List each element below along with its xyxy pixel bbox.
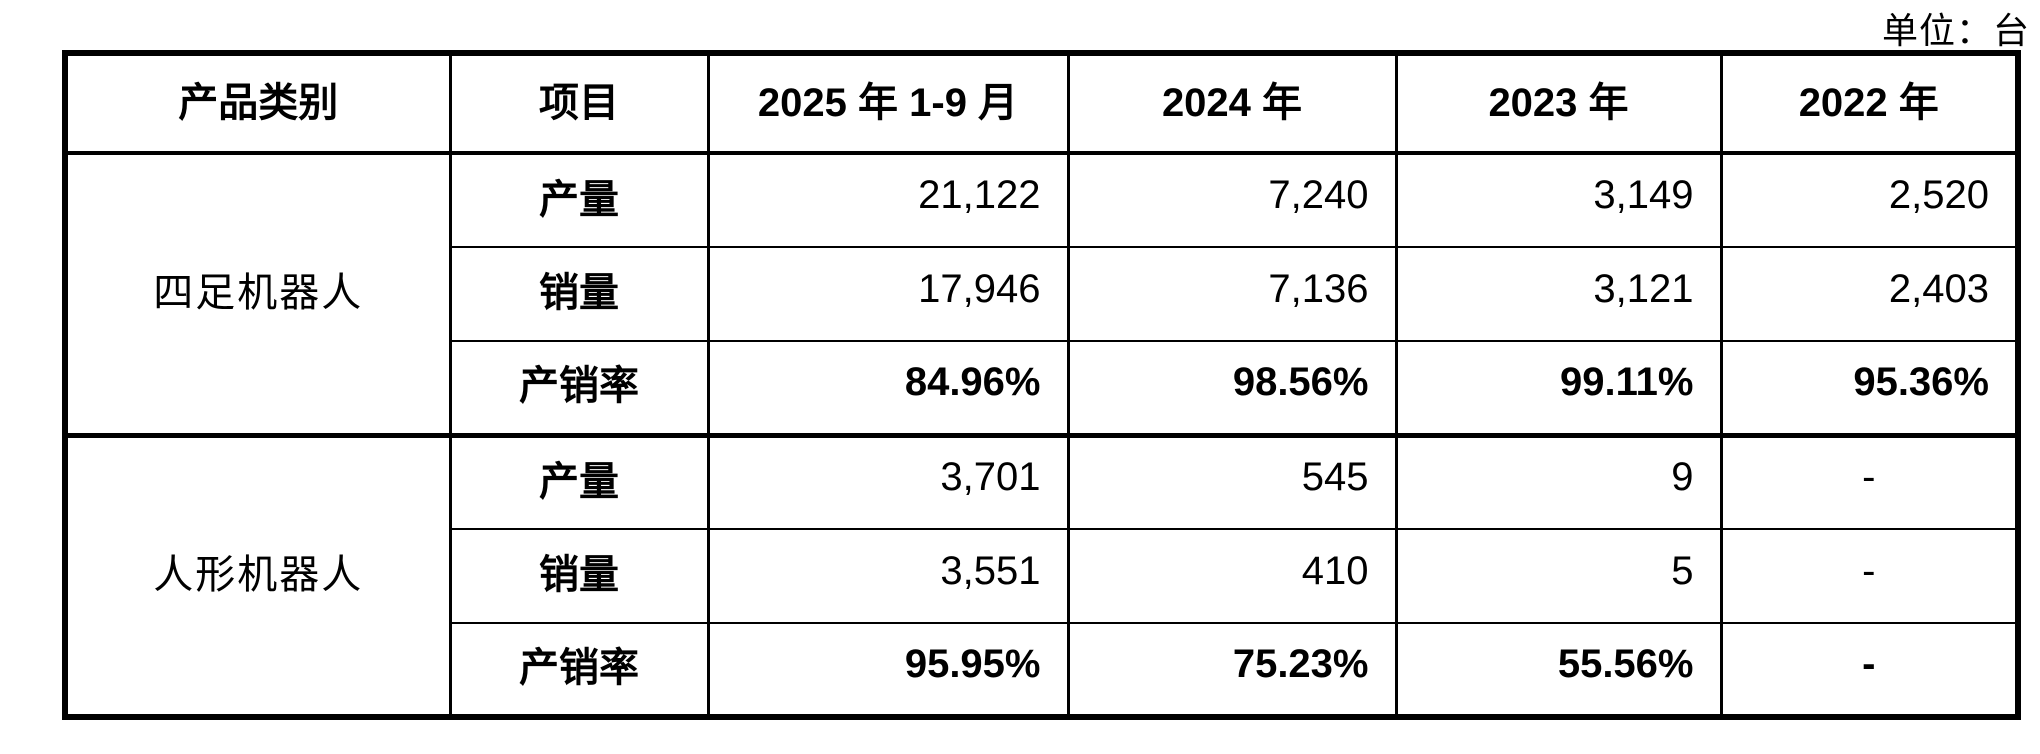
value-cell: 99.11% xyxy=(1394,340,1723,436)
value-cell: 3,149 xyxy=(1394,152,1723,248)
category-cell-humanoid: 人形机器人 xyxy=(63,432,452,718)
category-cell-quadruped: 四足机器人 xyxy=(63,152,452,436)
value-cell: 95.36% xyxy=(1719,340,2020,436)
value-cell: - xyxy=(1719,432,2020,530)
value-cell: 98.56% xyxy=(1066,340,1398,436)
header-row: 产品类别 项目 2025 年 1-9 月 2024 年 2023 年 2022 … xyxy=(63,52,2020,155)
value-cell: - xyxy=(1719,528,2020,624)
value-cell: 84.96% xyxy=(706,340,1070,436)
value-cell: 9 xyxy=(1394,432,1723,530)
header-2024: 2024 年 xyxy=(1066,52,1398,155)
value-cell: 3,121 xyxy=(1394,246,1723,342)
table-row: 销量 3,551 410 5 - xyxy=(65,528,2020,624)
value-cell: 5 xyxy=(1394,528,1723,624)
value-cell: 55.56% xyxy=(1394,622,1723,718)
value-cell: 21,122 xyxy=(706,152,1070,248)
table-row: 产销率 95.95% 75.23% 55.56% - xyxy=(65,622,2020,718)
item-cell: 产量 xyxy=(448,432,710,530)
header-2025: 2025 年 1-9 月 xyxy=(706,52,1070,155)
item-cell: 产销率 xyxy=(448,340,710,436)
table-row: 产销率 84.96% 98.56% 99.11% 95.36% xyxy=(65,340,2020,436)
item-cell: 销量 xyxy=(448,246,710,342)
unit-label: 单位：台 xyxy=(1881,11,2030,51)
value-cell: 7,136 xyxy=(1066,246,1398,342)
header-2023: 2023 年 xyxy=(1394,52,1723,155)
item-cell: 产量 xyxy=(448,152,710,248)
value-cell: - xyxy=(1719,622,2020,718)
table-row: 四足机器人 产量 21,122 7,240 3,149 2,520 xyxy=(63,152,2020,436)
item-cell: 产销率 xyxy=(448,622,710,718)
value-cell: 2,403 xyxy=(1719,246,2020,342)
header-2022: 2022 年 xyxy=(1719,52,2020,155)
value-cell: 2,520 xyxy=(1719,152,2020,248)
value-cell: 7,240 xyxy=(1066,152,1398,248)
header-item: 项目 xyxy=(448,52,710,155)
item-cell: 销量 xyxy=(448,528,710,624)
production-sales-table: 产品类别 项目 2025 年 1-9 月 2024 年 2023 年 2022 … xyxy=(62,50,2021,720)
header-product-category: 产品类别 xyxy=(63,52,452,155)
value-cell: 95.95% xyxy=(706,622,1070,718)
table-row: 人形机器人 产量 3,701 545 9 - xyxy=(63,432,2020,718)
table-row: 销量 17,946 7,136 3,121 2,403 xyxy=(65,246,2020,342)
value-cell: 545 xyxy=(1066,432,1398,530)
value-cell: 3,701 xyxy=(706,432,1070,530)
value-cell: 75.23% xyxy=(1066,622,1398,718)
value-cell: 410 xyxy=(1066,528,1398,624)
value-cell: 3,551 xyxy=(706,528,1070,624)
value-cell: 17,946 xyxy=(706,246,1070,342)
